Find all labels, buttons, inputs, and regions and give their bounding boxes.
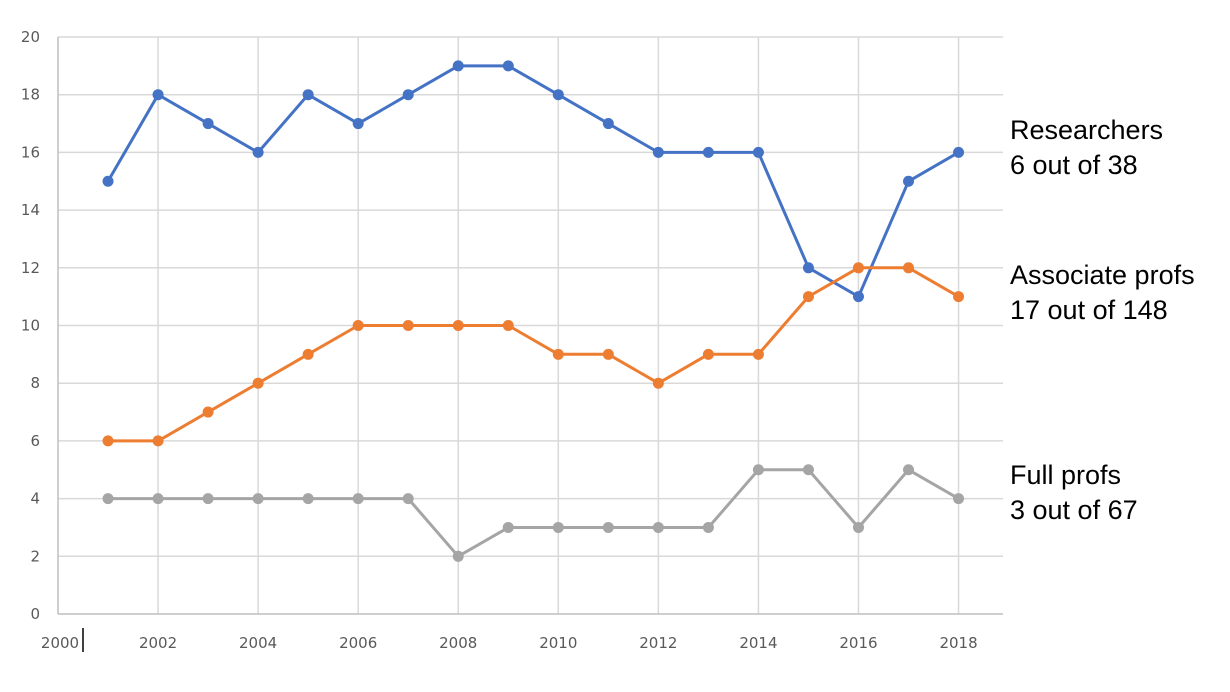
researchers-point [953, 146, 965, 158]
associate-profs-point [252, 377, 264, 389]
associate-profs-point [102, 435, 114, 447]
y-tick-label: 18 [21, 86, 40, 104]
associate-profs-point [652, 377, 664, 389]
associate-profs-annotation-line1: Associate profs [1010, 260, 1195, 290]
x-tick-label: 2012 [639, 634, 677, 652]
researchers-point [652, 146, 664, 158]
researchers-line [106, 64, 960, 299]
researchers-point [202, 118, 214, 130]
researchers-annotation-line2: 6 out of 38 [1010, 150, 1138, 180]
researchers-point [152, 89, 164, 101]
associate-profs-point [202, 406, 214, 418]
full-profs-annotation: Full profs 3 out of 67 [1010, 458, 1138, 528]
researchers-point [352, 118, 364, 130]
x-tick-label: 2008 [439, 634, 477, 652]
associate-profs-point [502, 320, 514, 331]
full-profs-point [903, 464, 915, 476]
full-profs-annotation-line1: Full profs [1010, 460, 1122, 490]
full-profs-point [802, 464, 814, 476]
full-profs-point [402, 493, 414, 505]
y-tick-label: 0 [30, 605, 40, 623]
full-profs-line [108, 468, 960, 558]
x-tick-label: 2018 [939, 634, 977, 652]
full-profs-annotation-line2: 3 out of 67 [1010, 495, 1138, 525]
full-profs-point [752, 464, 764, 476]
full-profs-point [352, 493, 364, 505]
associate-profs-line [108, 266, 960, 443]
y-tick-label: 2 [30, 547, 40, 565]
researchers-point [102, 175, 114, 187]
associate-profs-point [802, 291, 814, 303]
series-points [102, 60, 965, 562]
associate-profs-point [752, 348, 764, 360]
researchers-point [802, 262, 814, 274]
associate-profs-point [852, 262, 864, 274]
researchers-point [752, 146, 764, 158]
full-profs-point [252, 493, 264, 505]
x-tick-label: 2014 [739, 634, 777, 652]
researchers-point [452, 60, 464, 72]
y-tick-label: 4 [30, 490, 40, 508]
researchers-annotation-line1: Researchers [1010, 115, 1164, 145]
full-profs-point [852, 521, 864, 533]
researchers-point [252, 146, 264, 158]
associate-profs-point [953, 291, 965, 303]
y-tick-label: 12 [21, 259, 40, 277]
x-tick-label: 2000 [41, 634, 79, 652]
researchers-annotation: Researchers 6 out of 38 [1010, 113, 1163, 183]
associate-profs-annotation-line2: 17 out of 148 [1010, 295, 1168, 325]
associate-profs-point [552, 348, 564, 360]
associate-profs-point [702, 348, 714, 360]
x-tick-label: 2002 [139, 634, 177, 652]
associate-profs-point [302, 348, 314, 360]
full-profs-point [202, 493, 214, 505]
full-profs-point [502, 521, 514, 533]
associate-profs-annotation: Associate profs 17 out of 148 [1010, 258, 1195, 328]
full-profs-point [452, 550, 464, 562]
x-tick-label: 2016 [839, 634, 877, 652]
full-profs-point [702, 521, 714, 533]
y-tick-label: 14 [21, 201, 40, 219]
associate-profs-point [352, 320, 364, 331]
associate-profs-point [903, 262, 915, 274]
y-tick-label: 6 [30, 432, 40, 450]
researchers-point [602, 118, 614, 130]
tick-labels: 0 2 4 6 8 10 12 14 16 18 20 2000 2002 2004 2006 2008 201… [21, 28, 978, 652]
y-tick-label: 10 [21, 317, 40, 335]
x-tick-label: 2006 [339, 634, 377, 652]
associate-profs-point [152, 435, 164, 447]
researchers-point [903, 175, 915, 187]
y-tick-label: 20 [21, 28, 40, 46]
researchers-point [702, 146, 714, 158]
associate-profs-point [602, 348, 614, 360]
y-tick-label: 8 [30, 374, 40, 392]
researchers-point [552, 89, 564, 101]
full-profs-point [602, 521, 614, 533]
full-profs-point [652, 521, 664, 533]
axes [57, 37, 1003, 652]
full-profs-point [152, 493, 164, 505]
full-profs-point [953, 493, 965, 505]
y-tick-label: 16 [21, 143, 40, 161]
researchers-point [302, 89, 314, 101]
associate-profs-point [402, 320, 414, 331]
researchers-point [402, 89, 414, 101]
full-profs-point [552, 521, 564, 533]
x-tick-label: 2010 [539, 634, 577, 652]
series-lines [106, 64, 960, 558]
researchers-point [502, 60, 514, 72]
full-profs-point [102, 493, 114, 505]
associate-profs-point [452, 320, 464, 331]
researchers-point [852, 291, 864, 303]
full-profs-point [302, 493, 314, 505]
x-tick-label: 2004 [239, 634, 277, 652]
